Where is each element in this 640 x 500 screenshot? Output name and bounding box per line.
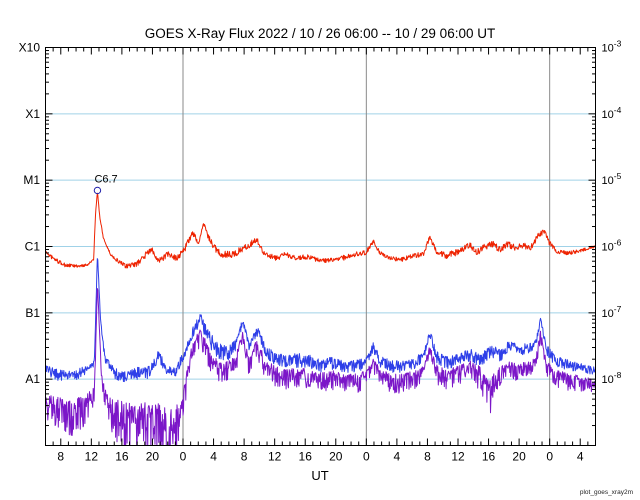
x-tick-label: 4	[394, 450, 401, 464]
flux-value-label: 10-4	[602, 105, 622, 121]
x-tick-label: 4	[577, 450, 584, 464]
x-tick-label: 16	[299, 450, 313, 464]
x-tick-label: 16	[482, 450, 496, 464]
flare-annotation: C6.7	[93, 173, 118, 195]
x-tick-label: 4	[210, 450, 217, 464]
flare-peak-marker	[93, 186, 102, 195]
flux-class-label: X1	[25, 107, 40, 121]
flux-value-label: 10-5	[602, 171, 622, 187]
watermark: plot_goes_xray2m	[580, 489, 633, 496]
flux-traces	[45, 192, 596, 446]
flux-value-label: 10-7	[602, 304, 622, 320]
y-axis-right-labels: 10-3 10-4 10-5 10-6 10-7 10-8	[602, 39, 622, 387]
flux-class-label: X10	[19, 41, 41, 55]
chart-title: GOES X-Ray Flux 2022 / 10 / 26 06:00 -- …	[145, 26, 495, 41]
trace-xray-short-wavelength-b	[45, 288, 596, 446]
flux-class-label: B1	[25, 306, 40, 320]
x-tick-label: 0	[363, 450, 370, 464]
x-tick-label: 20	[329, 450, 343, 464]
x-tick-label: 12	[451, 450, 465, 464]
flux-class-label: C1	[25, 240, 41, 254]
flux-value-label: 10-6	[602, 238, 622, 254]
x-tick-label: 20	[512, 450, 526, 464]
flare-class-label: C6.7	[94, 173, 117, 185]
x-tick-label: 16	[115, 450, 129, 464]
x-axis-tick-labels: 8 12 16 20 0 4 8 12 16 20 0 4 8 12 16 20 0 4	[57, 450, 583, 464]
x-tick-label: 8	[57, 450, 64, 464]
x-tick-label: 0	[180, 450, 187, 464]
flux-class-label: A1	[25, 372, 40, 386]
x-tick-label: 12	[268, 450, 282, 464]
x-tick-label: 8	[424, 450, 431, 464]
x-tick-label: 0	[546, 450, 553, 464]
trace-xray-long-wavelength	[45, 192, 596, 269]
x-tick-label: 20	[146, 450, 160, 464]
x-axis-title: UT	[311, 468, 328, 483]
x-tick-label: 12	[85, 450, 99, 464]
tick-marks	[45, 47, 596, 446]
flux-value-label: 10-3	[602, 39, 622, 55]
x-tick-label: 8	[241, 450, 248, 464]
flux-class-label: M1	[23, 173, 40, 187]
flux-value-label: 10-8	[602, 370, 622, 386]
y-axis-left-labels: X10 X1 M1 C1 B1 A1	[19, 41, 41, 387]
trace-xray-short-wavelength-a	[45, 258, 596, 383]
